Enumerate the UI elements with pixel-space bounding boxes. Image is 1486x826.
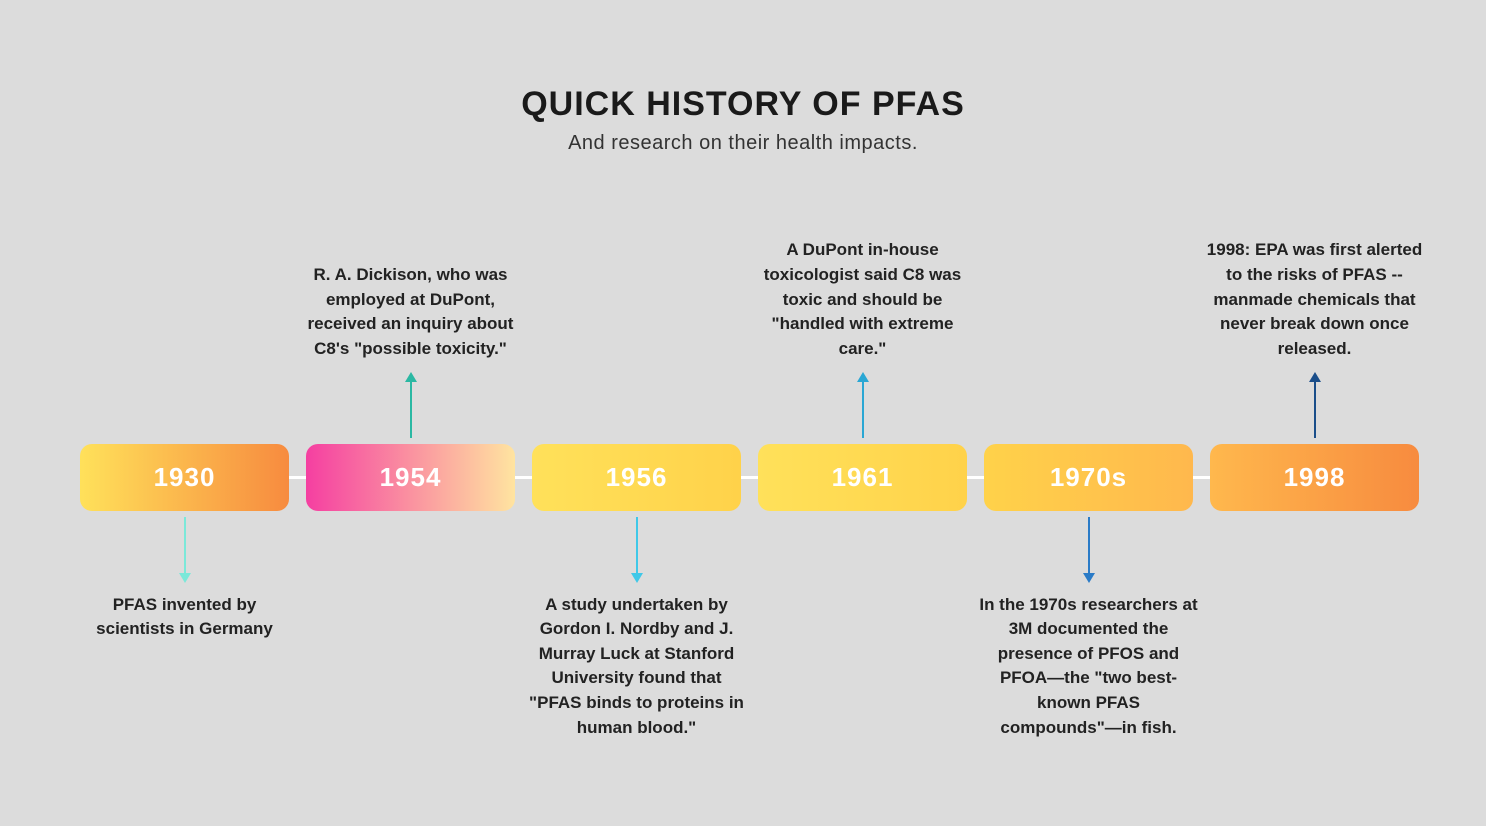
arrow-down-icon <box>184 517 186 575</box>
timeline-year-label: 1970s <box>1050 462 1127 493</box>
timeline-year-label: 1930 <box>154 462 216 493</box>
timeline-event-text: In the 1970s researchers at 3M documente… <box>979 593 1199 741</box>
timeline-year-label: 1961 <box>832 462 894 493</box>
timeline-event-text: A study undertaken by Gordon I. Nordby a… <box>527 593 747 741</box>
arrow-up-icon <box>862 380 864 438</box>
timeline-event-1961: 1961 <box>758 444 967 511</box>
timeline-event-text: A DuPont in-house toxicologist said C8 w… <box>753 238 973 361</box>
arrow-down-icon <box>1088 517 1090 575</box>
timeline-event-1954: 1954 <box>306 444 515 511</box>
page-subtitle: And research on their health impacts. <box>0 132 1486 155</box>
timeline-event-1998: 1998 <box>1210 444 1419 511</box>
timeline-event-text: 1998: EPA was first alerted to the risks… <box>1205 238 1425 361</box>
timeline-event-1930: 1930 <box>80 444 289 511</box>
timeline-year-label: 1998 <box>1284 462 1346 493</box>
timeline-event-text: PFAS invented by scientists in Germany <box>75 593 295 642</box>
timeline-event-text: R. A. Dickison, who was employed at DuPo… <box>301 263 521 362</box>
timeline-year-label: 1956 <box>606 462 668 493</box>
arrow-up-icon <box>1314 380 1316 438</box>
timeline-year-label: 1954 <box>380 462 442 493</box>
page-title: QUICK HISTORY OF PFAS <box>0 85 1486 124</box>
timeline-event-1956: 1956 <box>532 444 741 511</box>
timeline-event-1970s: 1970s <box>984 444 1193 511</box>
arrow-up-icon <box>410 380 412 438</box>
arrow-down-icon <box>636 517 638 575</box>
